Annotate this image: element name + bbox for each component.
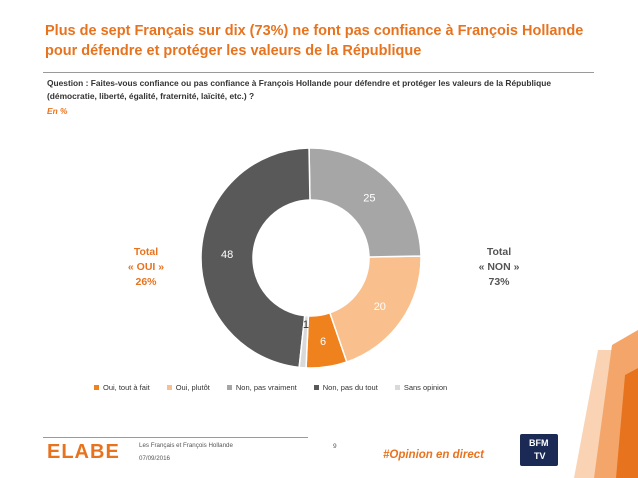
total-non-line2: « NON » [478,261,520,273]
total-oui-line1: Total [133,246,159,258]
legend-swatch [394,385,400,390]
hashtag: #Opinion en direct [383,449,484,461]
bfmtv-logo-text-1: BFM [529,438,549,448]
page-title: Plus de sept Français sur dix (73%) ne f… [45,23,584,59]
footer-divider [43,437,308,438]
bfmtv-logo-text-2: TV [534,451,546,461]
legend-label: Oui, tout à fait [103,383,150,392]
study-date: 07/09/2016 [139,455,170,462]
donut-slice-2 [308,147,422,258]
legend-label: Oui, plutôt [175,383,210,392]
legend-item: Oui, tout à fait [94,383,150,392]
total-non-line3: 73% [488,276,510,288]
legend-label: Non, pas vraiment [235,383,297,392]
legend-item: Non, pas vraiment [226,383,297,392]
total-oui-line2: « OUI » [127,261,165,273]
slice-label-4: 1 [303,319,309,331]
legend-item: Sans opinion [394,383,448,392]
legend-item: Oui, plutôt [166,383,210,392]
legend-swatch [226,385,232,390]
slice-label-1: 20 [374,301,386,313]
slice-label-2: 25 [363,193,375,205]
page-number: 9 [333,443,337,450]
slice-label-3: 48 [221,249,233,261]
total-oui: Total « OUI » 26% [115,245,177,290]
legend-swatch [313,385,319,390]
legend-swatch [166,385,172,390]
slice-label-0: 6 [320,336,326,348]
elabe-logo: ELABE [47,441,120,463]
chart-legend: Oui, tout à fait Oui, plutôt Non, pas vrai… [94,383,447,392]
donut-slice-4 [298,314,310,369]
unit-label: En % [47,106,68,116]
bfmtv-logo: BFM TV [520,434,558,466]
study-name: Les Français et François Hollande [139,442,233,449]
total-non-line1: Total [486,246,512,258]
legend-swatch [94,385,99,390]
donut-slice-3 [200,147,311,369]
legend-item: Non, pas du tout [313,383,378,392]
total-oui-line3: 26% [135,276,157,288]
total-non: Total « NON » 73% [468,245,530,290]
question-text: Question : Faites-vous confiance ou pas … [47,78,552,101]
title-divider [43,72,594,73]
legend-label: Non, pas du tout [322,383,378,392]
legend-label: Sans opinion [403,383,448,392]
